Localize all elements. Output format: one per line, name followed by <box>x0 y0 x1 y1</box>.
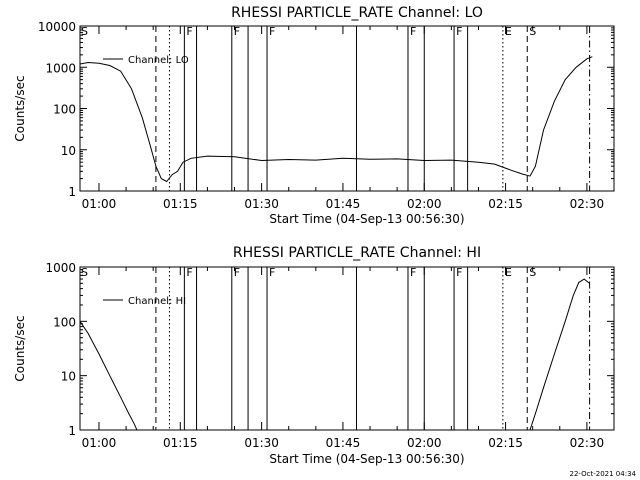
chart0-event-flag: F <box>410 25 416 38</box>
chart1-y-axis-label: Counts/sec <box>13 315 27 381</box>
chart1-event-flag: F <box>186 266 192 279</box>
chart1-plot-frame <box>79 266 615 431</box>
chart1-event-flag: E <box>505 266 512 279</box>
chart0-x-tick-label: 01:30 <box>244 197 279 211</box>
chart0-y-tick-label: 100 <box>53 103 76 117</box>
chart1-x-tick-label: 01:15 <box>163 436 198 450</box>
chart0-event-flag: F <box>456 25 462 38</box>
chart1-x-tick-label: 01:45 <box>326 436 361 450</box>
chart1-event-flag: F <box>269 266 275 279</box>
chart0-event-flag: S <box>81 25 88 38</box>
chart1-event-flag: F <box>234 266 240 279</box>
chart1-x-tick-label: 01:30 <box>244 436 279 450</box>
chart1-x-tick-label: 01:00 <box>82 436 117 450</box>
chart1-x-tick-label: 02:30 <box>570 436 605 450</box>
chart0-event-flag: S <box>529 25 536 38</box>
chart1-series-line <box>80 278 590 430</box>
chart0-x-tick-label: 01:00 <box>82 197 117 211</box>
chart1-legend-label: Channel: HI <box>128 296 186 307</box>
chart1-event-flag: S <box>81 266 88 279</box>
chart0-x-tick-label: 01:45 <box>326 197 361 211</box>
chart1-x-axis-label: Start Time (04-Sep-13 00:56:30) <box>269 452 464 466</box>
chart0-y-tick-label: 1 <box>68 185 76 199</box>
chart0-title: RHESSI PARTICLE_RATE Channel: LO <box>231 5 483 21</box>
chart0-plot-frame <box>79 25 615 192</box>
chart0-x-axis-label: Start Time (04-Sep-13 00:56:30) <box>269 212 464 226</box>
chart1-y-tick-label: 10 <box>61 370 76 384</box>
chart1-event-flag: S <box>529 266 536 279</box>
chart1-x-tick-label: 02:00 <box>407 436 442 450</box>
chart0-series-line <box>80 56 593 183</box>
chart0-x-tick-label: 02:30 <box>570 197 605 211</box>
chart1-y-tick-label: 1 <box>68 424 76 438</box>
chart0-event-flag: F <box>186 25 192 38</box>
chart0-y-tick-label: 10 <box>61 144 76 158</box>
chart0-event-flag: F <box>269 25 275 38</box>
chart1-x-tick-label: 02:15 <box>488 436 523 450</box>
chart0-y-tick-label: 10000 <box>38 20 76 34</box>
chart0-y-axis-label: Counts/sec <box>13 75 27 141</box>
chart0-x-tick-label: 02:15 <box>488 197 523 211</box>
chart1-event-flag: F <box>410 266 416 279</box>
chart0-x-tick-label: 02:00 <box>407 197 442 211</box>
chart1-y-tick-label: 100 <box>53 315 76 329</box>
chart0-y-tick-label: 1000 <box>45 61 76 75</box>
chart1-title: RHESSI PARTICLE_RATE Channel: HI <box>233 245 481 261</box>
chart1-y-tick-label: 1000 <box>45 261 76 275</box>
chart0-event-flag: E <box>505 25 512 38</box>
chart0-event-flag: F <box>234 25 240 38</box>
chart0-legend-label: Channel: LO <box>128 55 189 66</box>
footer-timestamp: 22-Oct-2021 04:34 <box>570 470 637 478</box>
chart0-x-tick-label: 01:15 <box>163 197 198 211</box>
chart1-event-flag: F <box>456 266 462 279</box>
